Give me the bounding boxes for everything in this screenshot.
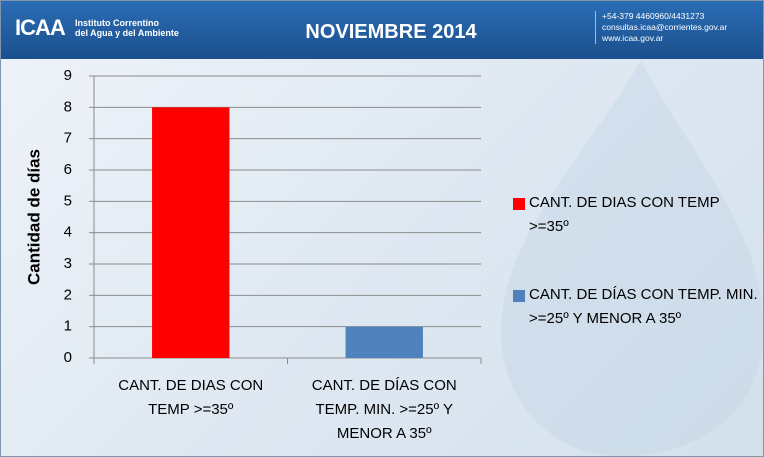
y-tick-label: 0 xyxy=(64,349,72,366)
drop-shape xyxy=(501,61,763,456)
x-tick-label: CANT. DE DIAS CON TEMP >=35º xyxy=(118,377,264,418)
bar xyxy=(345,326,423,358)
institute-line: del Agua y del Ambiente xyxy=(75,28,179,38)
x-tick-label: CANT. DE DÍAS CON TEMP. MIN. >=25º Y MEN… xyxy=(311,377,457,442)
contact-line: +54-379 4460960/4431273 xyxy=(602,11,705,21)
y-tick-label: 2 xyxy=(64,286,72,303)
y-tick-label: 3 xyxy=(64,255,72,272)
legend-swatch xyxy=(513,198,525,210)
legend-label: CANT. DE DÍAS CON TEMP. MIN. >=25º Y MEN… xyxy=(529,286,758,327)
y-tick-label: 9 xyxy=(64,67,72,84)
y-tick-label: 8 xyxy=(64,98,72,115)
logo: ICAA xyxy=(15,15,66,40)
bar xyxy=(152,107,230,358)
y-tick-label: 4 xyxy=(64,224,72,241)
contact-line: www.icaa.gov.ar xyxy=(602,33,664,43)
legend-swatch xyxy=(513,290,525,302)
institute-line: Instituto Correntino xyxy=(75,18,159,28)
page-title: NOVIEMBRE 2014 xyxy=(305,21,477,43)
y-tick-label: 7 xyxy=(64,130,72,147)
institute: Instituto Correntino del Agua y del Ambi… xyxy=(75,18,179,38)
legend-label: CANT. DE DIAS CON TEMP >=35º xyxy=(529,194,720,235)
contact: +54-379 4460960/4431273 consultas.icaa@c… xyxy=(595,11,727,44)
y-axis-label: Cantidad de días xyxy=(24,149,43,285)
y-tick-label: 6 xyxy=(64,161,72,178)
y-tick-label: 1 xyxy=(64,318,72,335)
header: ICAA Instituto Correntino del Agua y del… xyxy=(1,1,763,59)
y-tick-label: 5 xyxy=(64,192,72,209)
contact-line: consultas.icaa@corrientes.gov.ar xyxy=(602,22,728,32)
